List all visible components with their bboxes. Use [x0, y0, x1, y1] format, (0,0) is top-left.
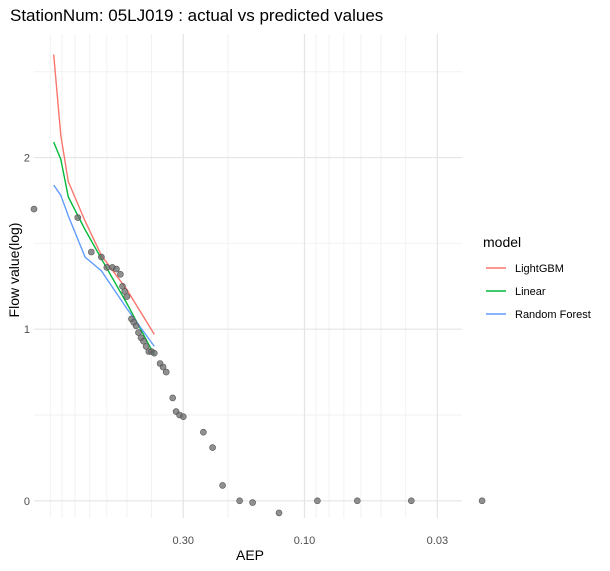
observed-point	[74, 214, 82, 221]
observed-point	[180, 413, 187, 421]
observed-point	[236, 497, 243, 505]
observed-point	[132, 322, 140, 330]
y-tick-label: 1	[24, 324, 30, 336]
legend-label: Linear	[515, 286, 546, 298]
y-axis-title: Flow value(log)	[6, 223, 22, 318]
series-line-lightgbm	[53, 54, 155, 335]
observed-point	[113, 265, 120, 273]
legend: model LightGBM Linear Random Forest	[483, 234, 591, 321]
observed-point	[98, 253, 105, 261]
legend-label: LightGBM	[515, 263, 564, 275]
observed-points	[30, 205, 486, 517]
grid	[34, 34, 462, 518]
observed-point	[353, 497, 361, 505]
observed-point	[117, 270, 124, 278]
observed-point	[407, 497, 415, 505]
legend-title: model	[483, 234, 521, 250]
observed-point	[142, 343, 150, 350]
x-tick-labels: 0.30 0.10 0.03	[173, 535, 449, 547]
observed-point	[169, 394, 176, 402]
observed-point	[219, 482, 226, 489]
observed-point	[159, 363, 167, 371]
legend-label: Random Forest	[515, 309, 591, 321]
x-tick-label: 0.03	[427, 535, 448, 547]
y-tick-label: 2	[24, 153, 30, 165]
observed-point	[151, 349, 158, 357]
observed-point	[123, 293, 131, 300]
observed-point	[209, 444, 216, 451]
observed-point	[140, 337, 147, 345]
observed-point	[314, 497, 321, 505]
observed-point	[478, 497, 486, 505]
x-tick-label: 0.30	[173, 535, 194, 547]
observed-point	[200, 428, 207, 436]
observed-point	[30, 205, 38, 213]
y-tick-label: 0	[24, 496, 30, 508]
observed-point	[249, 499, 256, 506]
x-tick-label: 0.10	[294, 535, 315, 547]
observed-point	[135, 329, 142, 336]
x-axis-title: AEP	[236, 547, 264, 563]
series-lines	[53, 54, 155, 356]
observed-point	[88, 248, 95, 256]
y-tick-labels: 0 1 2	[24, 153, 30, 508]
observed-point	[162, 368, 170, 376]
observed-point	[275, 509, 283, 517]
series-line-linear	[53, 141, 155, 356]
observed-point	[103, 264, 111, 271]
chart-title: StationNum: 05LJ019 : actual vs predicte…	[10, 6, 383, 25]
series-line-random-forest	[53, 184, 155, 347]
